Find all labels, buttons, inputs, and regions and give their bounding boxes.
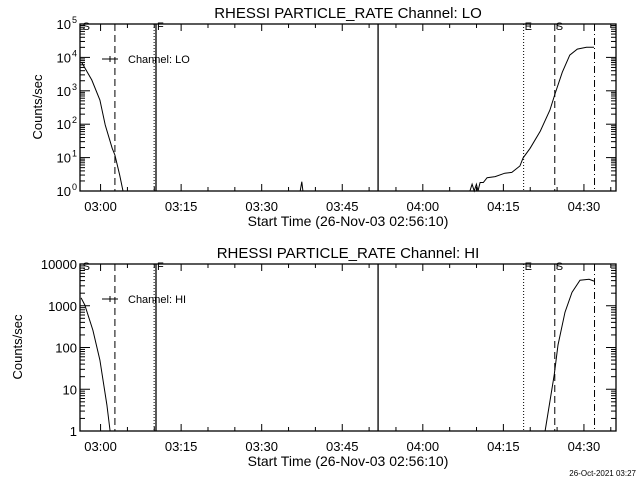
x-tick-label: 03:00: [84, 199, 117, 214]
y-tick-exponent: 1: [72, 149, 77, 159]
marker-label: F: [157, 261, 164, 273]
plot-title: RHESSI PARTICLE_RATE Channel: LO: [214, 5, 482, 22]
y-tick-label: 10000: [41, 257, 77, 272]
x-axis-label: Start Time (26-Nov-03 02:56:10): [248, 213, 449, 229]
y-tick-label: 10: [57, 117, 71, 132]
y-tick-label: 1000: [48, 299, 77, 314]
x-tick-label: 03:30: [245, 199, 278, 214]
marker-label: F: [157, 21, 164, 33]
plot-channel-lo: RHESSI PARTICLE_RATE Channel: LO Start T…: [30, 5, 617, 229]
plot-title: RHESSI PARTICLE_RATE Channel: HI: [217, 245, 480, 262]
y-tick-label: 10: [57, 50, 71, 65]
x-tick-label: 04:15: [487, 439, 520, 454]
marker-label: S: [83, 21, 90, 33]
y-axis-label: Counts/sec: [10, 314, 25, 380]
marker-label: S: [556, 261, 563, 273]
footer-timestamp: 26-Oct-2021 03:27: [569, 469, 636, 478]
y-tick-label: 10: [63, 382, 77, 397]
x-tick-label: 04:30: [568, 199, 601, 214]
y-tick-label: 10: [57, 184, 71, 199]
y-tick-exponent: 2: [72, 115, 77, 125]
legend-label: Channel: HI: [128, 294, 186, 306]
y-tick-label: 10: [57, 84, 71, 99]
y-axis-label: Counts/sec: [30, 74, 45, 140]
series-line: [544, 278, 595, 432]
x-tick-label: 03:30: [245, 439, 278, 454]
x-tick-label: 03:45: [326, 439, 359, 454]
marker-label: S: [556, 21, 563, 33]
y-tick-label: 1: [70, 424, 77, 439]
x-tick-label: 04:00: [407, 439, 440, 454]
y-tick-exponent: 5: [72, 15, 77, 25]
x-axis-label: Start Time (26-Nov-03 02:56:10): [248, 453, 449, 469]
legend-label: Channel: LO: [128, 54, 190, 66]
plot-frame: [79, 263, 617, 432]
x-tick-label: 04:15: [487, 199, 520, 214]
x-tick-label: 03:15: [165, 439, 198, 454]
y-tick-exponent: 4: [72, 48, 77, 58]
y-tick-label: 10: [57, 151, 71, 166]
x-tick-label: 04:00: [407, 199, 440, 214]
plot-channel-hi: RHESSI PARTICLE_RATE Channel: HI Start T…: [10, 245, 617, 469]
series-line: [299, 181, 304, 192]
x-tick-label: 03:00: [84, 439, 117, 454]
x-tick-label: 04:30: [568, 439, 601, 454]
marker-label: E: [525, 261, 532, 273]
y-tick-exponent: 0: [72, 182, 77, 192]
y-tick-exponent: 3: [72, 82, 77, 92]
x-tick-label: 03:45: [326, 199, 359, 214]
y-tick-label: 100: [55, 341, 77, 356]
plot-frame: [79, 23, 617, 192]
series-line: [81, 61, 124, 192]
marker-label: E: [525, 21, 532, 33]
series-line: [80, 297, 111, 432]
series-line: [469, 46, 594, 193]
y-tick-label: 10: [57, 17, 71, 32]
marker-label: S: [83, 261, 90, 273]
x-tick-label: 03:15: [165, 199, 198, 214]
